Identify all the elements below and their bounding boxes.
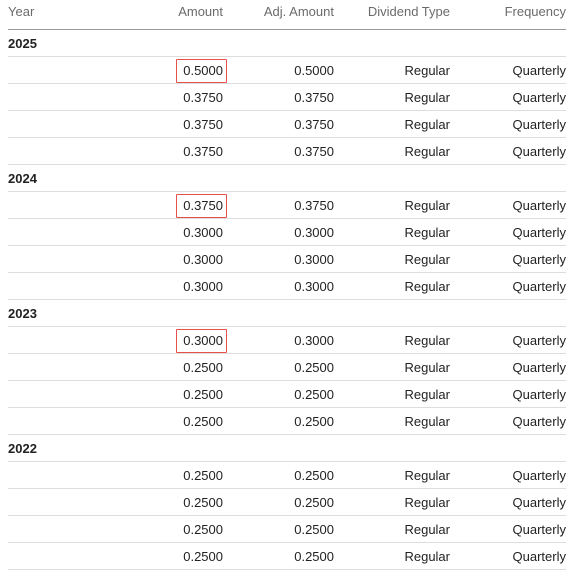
column-header-frequency[interactable]: Frequency [504, 4, 566, 19]
table-row: 0.3000 0.3000 Regular Quarterly [8, 246, 566, 273]
column-header-dividend-type[interactable]: Dividend Type [367, 4, 450, 19]
dividend-type-cell: Regular [404, 414, 450, 429]
frequency-cell: Quarterly [512, 90, 566, 105]
table-row: 0.2500 0.2500 Regular Quarterly [8, 516, 566, 543]
frequency-cell: Quarterly [512, 252, 566, 267]
dividend-history-table: Year Amount Adj. Amount Dividend Type Fr… [8, 0, 566, 570]
amount-cell: 0.2500 [183, 414, 223, 429]
table-row: 0.3750 0.3750 Regular Quarterly [8, 111, 566, 138]
amount-cell: 0.2500 [183, 360, 223, 375]
amount-cell: 0.5000 [183, 63, 223, 78]
year-label: 2022 [8, 441, 37, 456]
table-row: 0.2500 0.2500 Regular Quarterly [8, 381, 566, 408]
adj-amount-cell: 0.3000 [294, 225, 334, 240]
dividend-type-cell: Regular [404, 144, 450, 159]
table-row: 0.2500 0.2500 Regular Quarterly [8, 489, 566, 516]
amount-cell: 0.3000 [183, 279, 223, 294]
table-row: 0.5000 0.5000 Regular Quarterly [8, 57, 566, 84]
amount-cell: 0.3000 [183, 333, 223, 348]
frequency-cell: Quarterly [512, 279, 566, 294]
dividend-type-cell: Regular [404, 387, 450, 402]
amount-cell: 0.3000 [183, 225, 223, 240]
highlight-box [176, 194, 227, 218]
frequency-cell: Quarterly [512, 387, 566, 402]
year-label: 2024 [8, 171, 37, 186]
table-row: 0.3750 0.3750 Regular Quarterly [8, 84, 566, 111]
adj-amount-cell: 0.3750 [294, 144, 334, 159]
adj-amount-cell: 0.2500 [294, 360, 334, 375]
frequency-cell: Quarterly [512, 117, 566, 132]
table-row: 0.3750 0.3750 Regular Quarterly [8, 138, 566, 165]
highlight-box [176, 59, 227, 83]
amount-cell: 0.2500 [183, 495, 223, 510]
adj-amount-cell: 0.3750 [294, 117, 334, 132]
frequency-cell: Quarterly [512, 468, 566, 483]
adj-amount-cell: 0.3000 [294, 252, 334, 267]
table-row: 0.2500 0.2500 Regular Quarterly [8, 408, 566, 435]
dividend-type-cell: Regular [404, 279, 450, 294]
adj-amount-cell: 0.3000 [294, 279, 334, 294]
frequency-cell: Quarterly [512, 144, 566, 159]
highlight-box [176, 329, 227, 353]
year-group-row: 2024 [8, 165, 566, 192]
frequency-cell: Quarterly [512, 63, 566, 78]
table-row: 0.3000 0.3000 Regular Quarterly [8, 219, 566, 246]
table-row: 0.2500 0.2500 Regular Quarterly [8, 354, 566, 381]
year-group-row: 2022 [8, 435, 566, 462]
table-row: 0.2500 0.2500 Regular Quarterly [8, 543, 566, 570]
year-group-row: 2023 [8, 300, 566, 327]
adj-amount-cell: 0.2500 [294, 549, 334, 564]
frequency-cell: Quarterly [512, 522, 566, 537]
amount-cell: 0.3000 [183, 252, 223, 267]
adj-amount-cell: 0.5000 [294, 63, 334, 78]
frequency-cell: Quarterly [512, 549, 566, 564]
amount-cell: 0.2500 [183, 549, 223, 564]
adj-amount-cell: 0.2500 [294, 468, 334, 483]
dividend-type-cell: Regular [404, 549, 450, 564]
dividend-type-cell: Regular [404, 117, 450, 132]
dividend-type-cell: Regular [404, 63, 450, 78]
dividend-type-cell: Regular [404, 468, 450, 483]
adj-amount-cell: 0.2500 [294, 522, 334, 537]
frequency-cell: Quarterly [512, 198, 566, 213]
dividend-type-cell: Regular [404, 522, 450, 537]
dividend-type-cell: Regular [404, 225, 450, 240]
amount-cell: 0.3750 [183, 117, 223, 132]
table-header: Year Amount Adj. Amount Dividend Type Fr… [8, 0, 566, 30]
amount-cell: 0.3750 [183, 90, 223, 105]
column-header-year[interactable]: Year [8, 4, 35, 19]
dividend-type-cell: Regular [404, 252, 450, 267]
frequency-cell: Quarterly [512, 414, 566, 429]
dividend-type-cell: Regular [404, 198, 450, 213]
column-header-amount[interactable]: Amount [178, 4, 223, 19]
amount-cell: 0.2500 [183, 387, 223, 402]
amount-cell: 0.2500 [183, 468, 223, 483]
adj-amount-cell: 0.3750 [294, 90, 334, 105]
amount-cell: 0.3750 [183, 198, 223, 213]
table-row: 0.3000 0.3000 Regular Quarterly [8, 327, 566, 354]
adj-amount-cell: 0.2500 [294, 414, 334, 429]
amount-cell: 0.2500 [183, 522, 223, 537]
dividend-type-cell: Regular [404, 333, 450, 348]
table-body: 2025 0.5000 0.5000 Regular Quarterly 0.3750 0.… [8, 30, 566, 570]
table-row: 0.3750 0.3750 Regular Quarterly [8, 192, 566, 219]
table-row: 0.2500 0.2500 Regular Quarterly [8, 462, 566, 489]
frequency-cell: Quarterly [512, 225, 566, 240]
year-label: 2023 [8, 306, 37, 321]
amount-cell: 0.3750 [183, 144, 223, 159]
frequency-cell: Quarterly [512, 333, 566, 348]
dividend-type-cell: Regular [404, 360, 450, 375]
dividend-type-cell: Regular [404, 495, 450, 510]
adj-amount-cell: 0.2500 [294, 495, 334, 510]
table-row: 0.3000 0.3000 Regular Quarterly [8, 273, 566, 300]
adj-amount-cell: 0.2500 [294, 387, 334, 402]
dividend-type-cell: Regular [404, 90, 450, 105]
year-label: 2025 [8, 36, 37, 51]
frequency-cell: Quarterly [512, 495, 566, 510]
year-group-row: 2025 [8, 30, 566, 57]
column-header-adj-amount[interactable]: Adj. Amount [263, 4, 334, 19]
adj-amount-cell: 0.3000 [294, 333, 334, 348]
adj-amount-cell: 0.3750 [294, 198, 334, 213]
frequency-cell: Quarterly [512, 360, 566, 375]
